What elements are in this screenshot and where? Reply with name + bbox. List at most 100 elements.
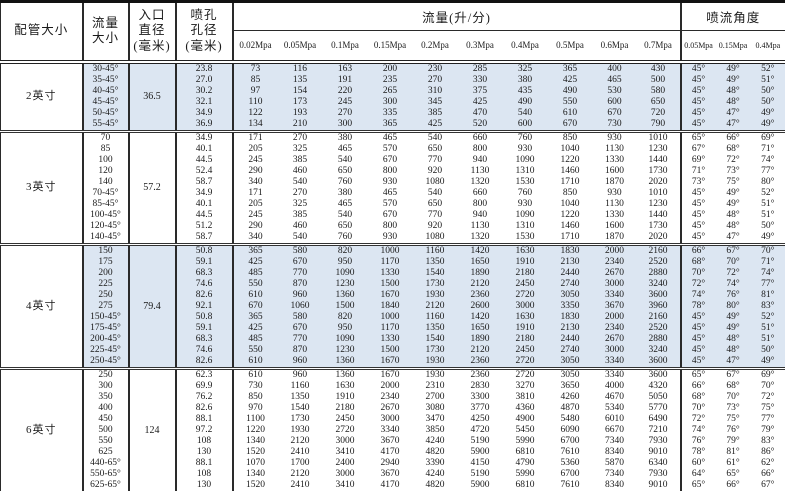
flow-value-cell: 3000 (592, 344, 637, 356)
flow-value-cell: 2160 (636, 311, 682, 323)
orifice-cell: 59.1 (175, 322, 234, 334)
flow-value-cell: 4870 (560, 402, 580, 413)
angle-value-cell: 74° (691, 424, 706, 435)
flow-value-cell: 3270 (515, 380, 535, 391)
flow-value-cell: 760 (502, 129, 548, 144)
table-row: 550-65° 108 1340 2120 3000 3670 4240 5190 5990 67… (1, 468, 785, 480)
angle-value-cell: 50° (750, 96, 785, 108)
flow-value-cell: 3600 (636, 366, 682, 381)
orifice-cell: 23.8 (175, 59, 234, 75)
flow-value-cell: 5900 (470, 479, 490, 490)
flow-value-cell: 4000 (605, 380, 624, 391)
angle-value-cell: 67° (761, 479, 775, 490)
flow-size-cell: 225 (82, 278, 130, 290)
orifice-cell: 40.1 (175, 143, 234, 155)
flow-size-cell: 120-45° (82, 220, 130, 232)
flow-value-cell: 163 (322, 59, 368, 75)
flow-value-cell: 2360 (457, 366, 503, 381)
flow-value-cell: 720 (636, 107, 682, 119)
flow-size-cell: 550 (82, 435, 130, 447)
orifice-cell: 58.7 (175, 231, 234, 244)
flow-value-cell: 1010 (636, 187, 682, 199)
flow-value-cell: 425 (412, 118, 458, 131)
flow-size-cell: 40-45° (82, 85, 130, 97)
flow-value-cell: 1830 (547, 242, 593, 257)
flow-value-cell: 490 (502, 96, 548, 108)
flow-value-cell: 670 (592, 107, 637, 119)
orifice-cell: 34.9 (175, 187, 234, 199)
flow-value-cell: 670 (277, 322, 323, 334)
flow-value-cell: 1090 (322, 333, 368, 345)
orifice-cell: 34.9 (175, 129, 234, 144)
flow-size-cell: 50-45° (82, 107, 130, 119)
flow-size-cell: 100-45° (82, 209, 130, 221)
angle-value-cell: 45° (680, 311, 716, 323)
angle-value-cell: 49° (715, 311, 751, 323)
flow-value-cell: 7930 (636, 435, 682, 447)
flow-value-cell: 930 (382, 176, 398, 187)
table-row: 85 40.1 205 325 465 570 650 800 930 1040 1130 1230 6… (1, 143, 785, 155)
flow-value-cell: 3650 (560, 380, 580, 391)
flow-value-cell: 540 (337, 209, 353, 220)
flow-value-cell: 5190 (470, 435, 490, 446)
angle-value-cell: 75° (726, 413, 740, 424)
flow-value-cell: 770 (277, 267, 323, 279)
orifice-cell: 50.8 (175, 311, 234, 323)
flow-value-cell: 1000 (367, 242, 413, 257)
flow-value-cell: 3670 (380, 468, 400, 479)
flow-value-cell: 134 (232, 118, 278, 131)
angle-value-cell: 65° (680, 129, 716, 144)
flow-value-cell: 490 (547, 85, 593, 97)
flow-size-cell: 85-45° (82, 198, 130, 210)
flow-value-cell: 1130 (470, 220, 490, 231)
flow-value-cell: 465 (382, 187, 398, 198)
flow-value-cell: 335 (367, 107, 413, 119)
angle-value-cell: 68° (680, 256, 716, 268)
flow-value-cell: 1910 (502, 322, 548, 334)
flow-value-cell: 5190 (470, 468, 490, 479)
flow-value-cell: 6490 (636, 413, 682, 425)
flow-value-cell: 435 (502, 85, 548, 97)
angle-value-cell: 72° (761, 391, 775, 402)
flow-size-cell: 35-45° (82, 74, 130, 86)
flow-value-cell: 1460 (560, 165, 580, 176)
flow-value-cell: 1710 (560, 231, 580, 242)
angle-value-cell: 73° (726, 165, 740, 176)
flow-value-cell: 1420 (457, 242, 503, 257)
flow-value-cell: 850 (547, 129, 593, 144)
flow-value-cell: 465 (592, 74, 637, 86)
flow-value-cell: 1170 (367, 256, 413, 268)
inlet-diameter-cell: 36.5 (128, 59, 177, 131)
flow-value-cell: 540 (292, 231, 308, 242)
flow-size-cell: 200-45° (82, 333, 130, 345)
flow-value-cell: 3000 (502, 300, 548, 312)
flow-value-cell: 1440 (636, 209, 682, 221)
flow-value-cell: 220 (322, 85, 368, 97)
flow-value-cell: 1730 (290, 413, 310, 424)
flow-value-cell: 1040 (560, 143, 580, 154)
angle-value-cell: 78° (691, 446, 706, 457)
flow-value-cell: 1730 (412, 344, 458, 356)
flow-value-cell: 6810 (515, 479, 535, 490)
pipe-size-cell: 2英寸 (0, 59, 84, 131)
angle-value-cell: 45° (691, 220, 706, 231)
flow-value-cell: 2000 (592, 242, 637, 257)
flow-value-cell: 425 (232, 256, 278, 268)
angle-value-cell: 48° (715, 85, 751, 97)
flow-value-cell: 730 (592, 118, 637, 131)
flow-value-cell: 2120 (457, 278, 503, 290)
angle-value-cell: 45° (680, 59, 716, 75)
flow-value-cell: 770 (277, 333, 323, 345)
flow-value-cell: 920 (427, 220, 443, 231)
header-pressure: 0.6Mpa (592, 30, 637, 62)
angle-value-cell: 67° (691, 143, 706, 154)
flow-value-cell: 1130 (605, 198, 624, 209)
angle-value-cell: 81° (750, 289, 785, 301)
flow-value-cell: 2120 (412, 300, 458, 312)
pipe-size-cell: 6英寸 (0, 366, 84, 491)
header-pressure: 0.2Mpa (412, 30, 458, 62)
angle-value-cell: 47° (715, 355, 751, 368)
angle-value-cell: 66° (691, 380, 706, 391)
angle-value-cell: 45° (691, 187, 706, 198)
